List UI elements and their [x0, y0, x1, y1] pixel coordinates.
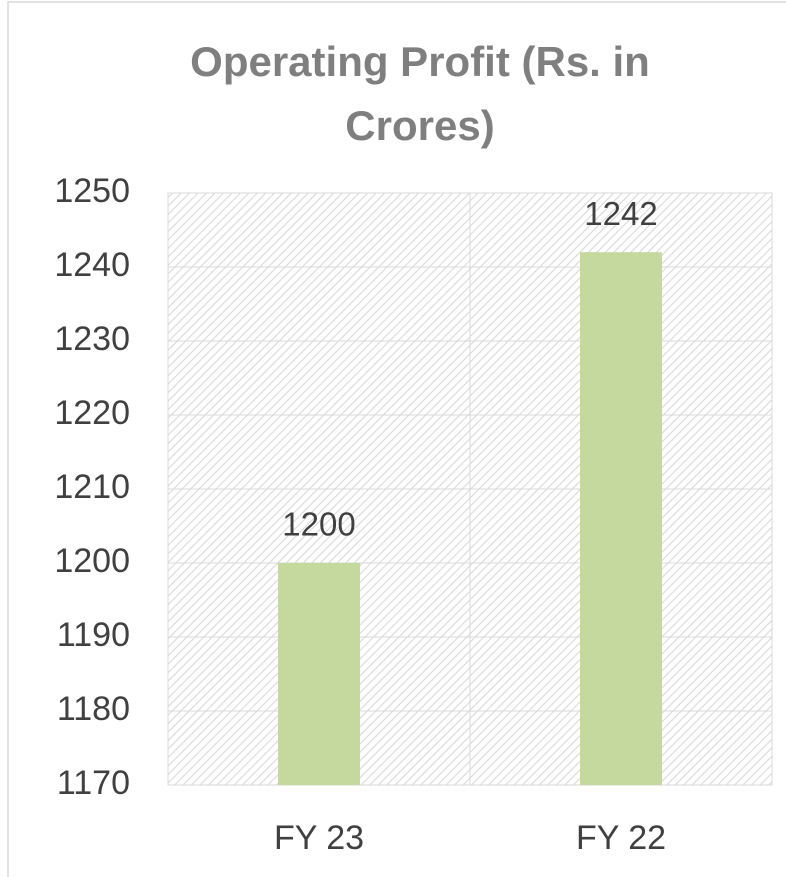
- bar: [580, 252, 662, 785]
- y-tick-label: 1210: [54, 468, 130, 506]
- chart-title: Operating Profit (Rs. in Crores): [190, 38, 650, 149]
- x-tick-label: FY 23: [274, 819, 364, 857]
- chart-frame: [7, 1, 786, 877]
- y-tick-label: 1240: [54, 246, 130, 284]
- data-label: 1200: [282, 506, 355, 543]
- y-tick-label: 1190: [57, 616, 130, 654]
- y-tick-label: 1230: [54, 320, 130, 358]
- bar: [278, 563, 360, 785]
- y-tick-label: 1220: [54, 394, 130, 432]
- y-tick-label: 1180: [57, 690, 130, 728]
- x-tick-label: FY 22: [576, 819, 666, 857]
- y-tick-label: 1250: [54, 172, 130, 210]
- y-tick-label: 1170: [57, 764, 130, 802]
- data-label: 1242: [584, 195, 657, 232]
- y-tick-label: 1200: [54, 542, 130, 580]
